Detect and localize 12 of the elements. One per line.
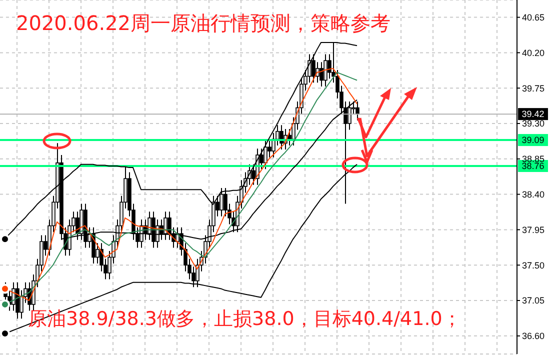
y-tick-label: 39.30 xyxy=(522,118,545,129)
ref-line-label: 39.09 xyxy=(522,135,544,146)
y-tick-label: 36.60 xyxy=(522,331,545,342)
text: 2020.06.22周一原油行情预测，策略参考 xyxy=(16,10,391,37)
y-tick-label: 38.40 xyxy=(522,190,545,200)
ref-line-label: 39.42 xyxy=(522,109,544,120)
y-tick-label: 39.75 xyxy=(522,83,545,94)
y-tick-label: 37.50 xyxy=(522,260,545,270)
y-tick-label: 40.20 xyxy=(522,48,545,58)
y-tick-label: 37.05 xyxy=(522,296,545,306)
y-tick-label: 37.95 xyxy=(522,224,545,235)
y-tick-label: 40.65 xyxy=(522,12,545,22)
